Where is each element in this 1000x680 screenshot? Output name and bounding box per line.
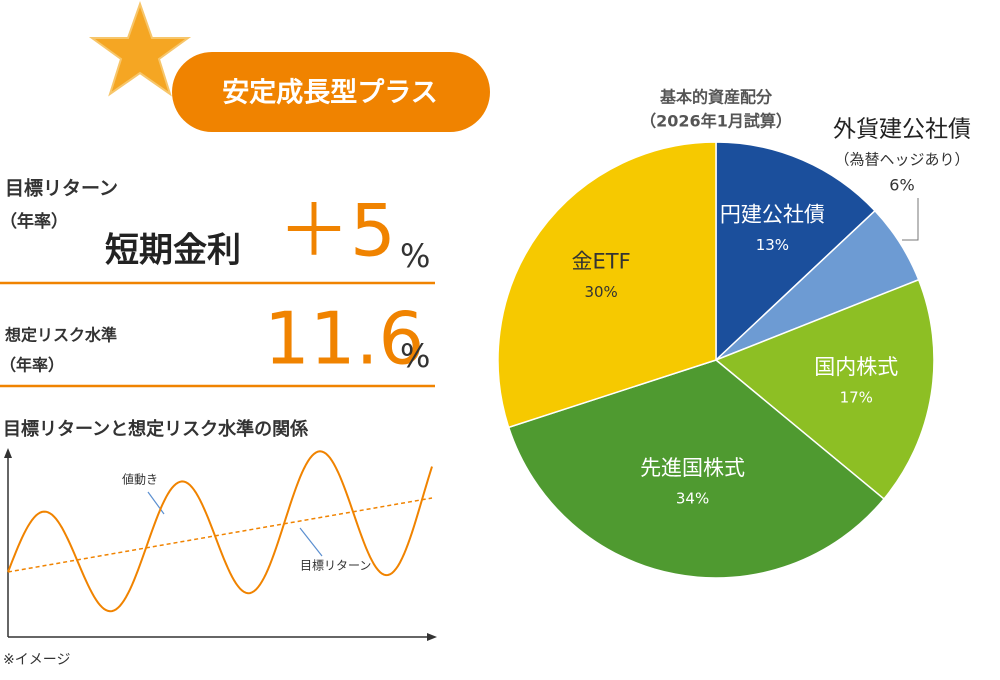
note: ※イメージ bbox=[3, 652, 70, 668]
risk-period: （年率） bbox=[0, 356, 64, 375]
slice-value: 13% bbox=[756, 236, 789, 254]
return-line-label: 目標リターン bbox=[300, 559, 371, 573]
pie-chart: 円建公社債 13% 国内株式 17% 先進国株式 34% 金ETF 30% bbox=[497, 141, 935, 579]
pie-title: 基本的資産配分 bbox=[659, 88, 773, 107]
pie-slice bbox=[497, 141, 717, 429]
risk-label: 想定リスク水準 bbox=[4, 326, 117, 345]
pointer bbox=[147, 491, 165, 515]
slice-label: 円建公社債 bbox=[720, 203, 825, 227]
slice-label: 金ETF bbox=[572, 250, 631, 274]
slice-value: 30% bbox=[584, 283, 617, 301]
pie-slice bbox=[714, 278, 935, 501]
risk-value: 11.6 bbox=[264, 297, 424, 381]
slice-value: 34% bbox=[676, 489, 709, 507]
leader-line bbox=[902, 198, 919, 241]
slice-label: 国内株式 bbox=[814, 355, 898, 379]
arrow bbox=[4, 448, 12, 458]
price-label: 値動き bbox=[122, 472, 158, 487]
arrow bbox=[427, 633, 437, 641]
pie-slice bbox=[715, 141, 876, 362]
pie-subtitle: （2026年1月試算） bbox=[640, 112, 792, 131]
trend-line bbox=[7, 497, 433, 573]
badge-pill bbox=[172, 52, 490, 132]
return-basis: 短期金利 bbox=[105, 231, 241, 271]
slice-value: 6% bbox=[889, 176, 914, 195]
slice-value: 17% bbox=[840, 389, 873, 407]
illustration bbox=[4, 448, 437, 641]
return-value: ＋5 bbox=[278, 189, 396, 273]
pointer bbox=[299, 527, 323, 557]
slice-annotation: （為替ヘッジあり） bbox=[834, 151, 969, 169]
star-icon bbox=[88, 0, 192, 97]
slice-label: 外貨建公社債 bbox=[833, 117, 971, 143]
badge-text: 安定成長型プラス bbox=[222, 78, 437, 109]
return-unit: % bbox=[400, 237, 430, 275]
risk-unit: % bbox=[400, 337, 430, 375]
slice-label: 先進国株式 bbox=[640, 456, 745, 480]
return-period: （年率） bbox=[0, 211, 68, 232]
price-curve bbox=[7, 450, 433, 613]
return-label: 目標リターン bbox=[5, 177, 118, 200]
pie-slice bbox=[507, 359, 886, 579]
illustration-title: 目標リターンと想定リスク水準の関係 bbox=[3, 418, 309, 440]
